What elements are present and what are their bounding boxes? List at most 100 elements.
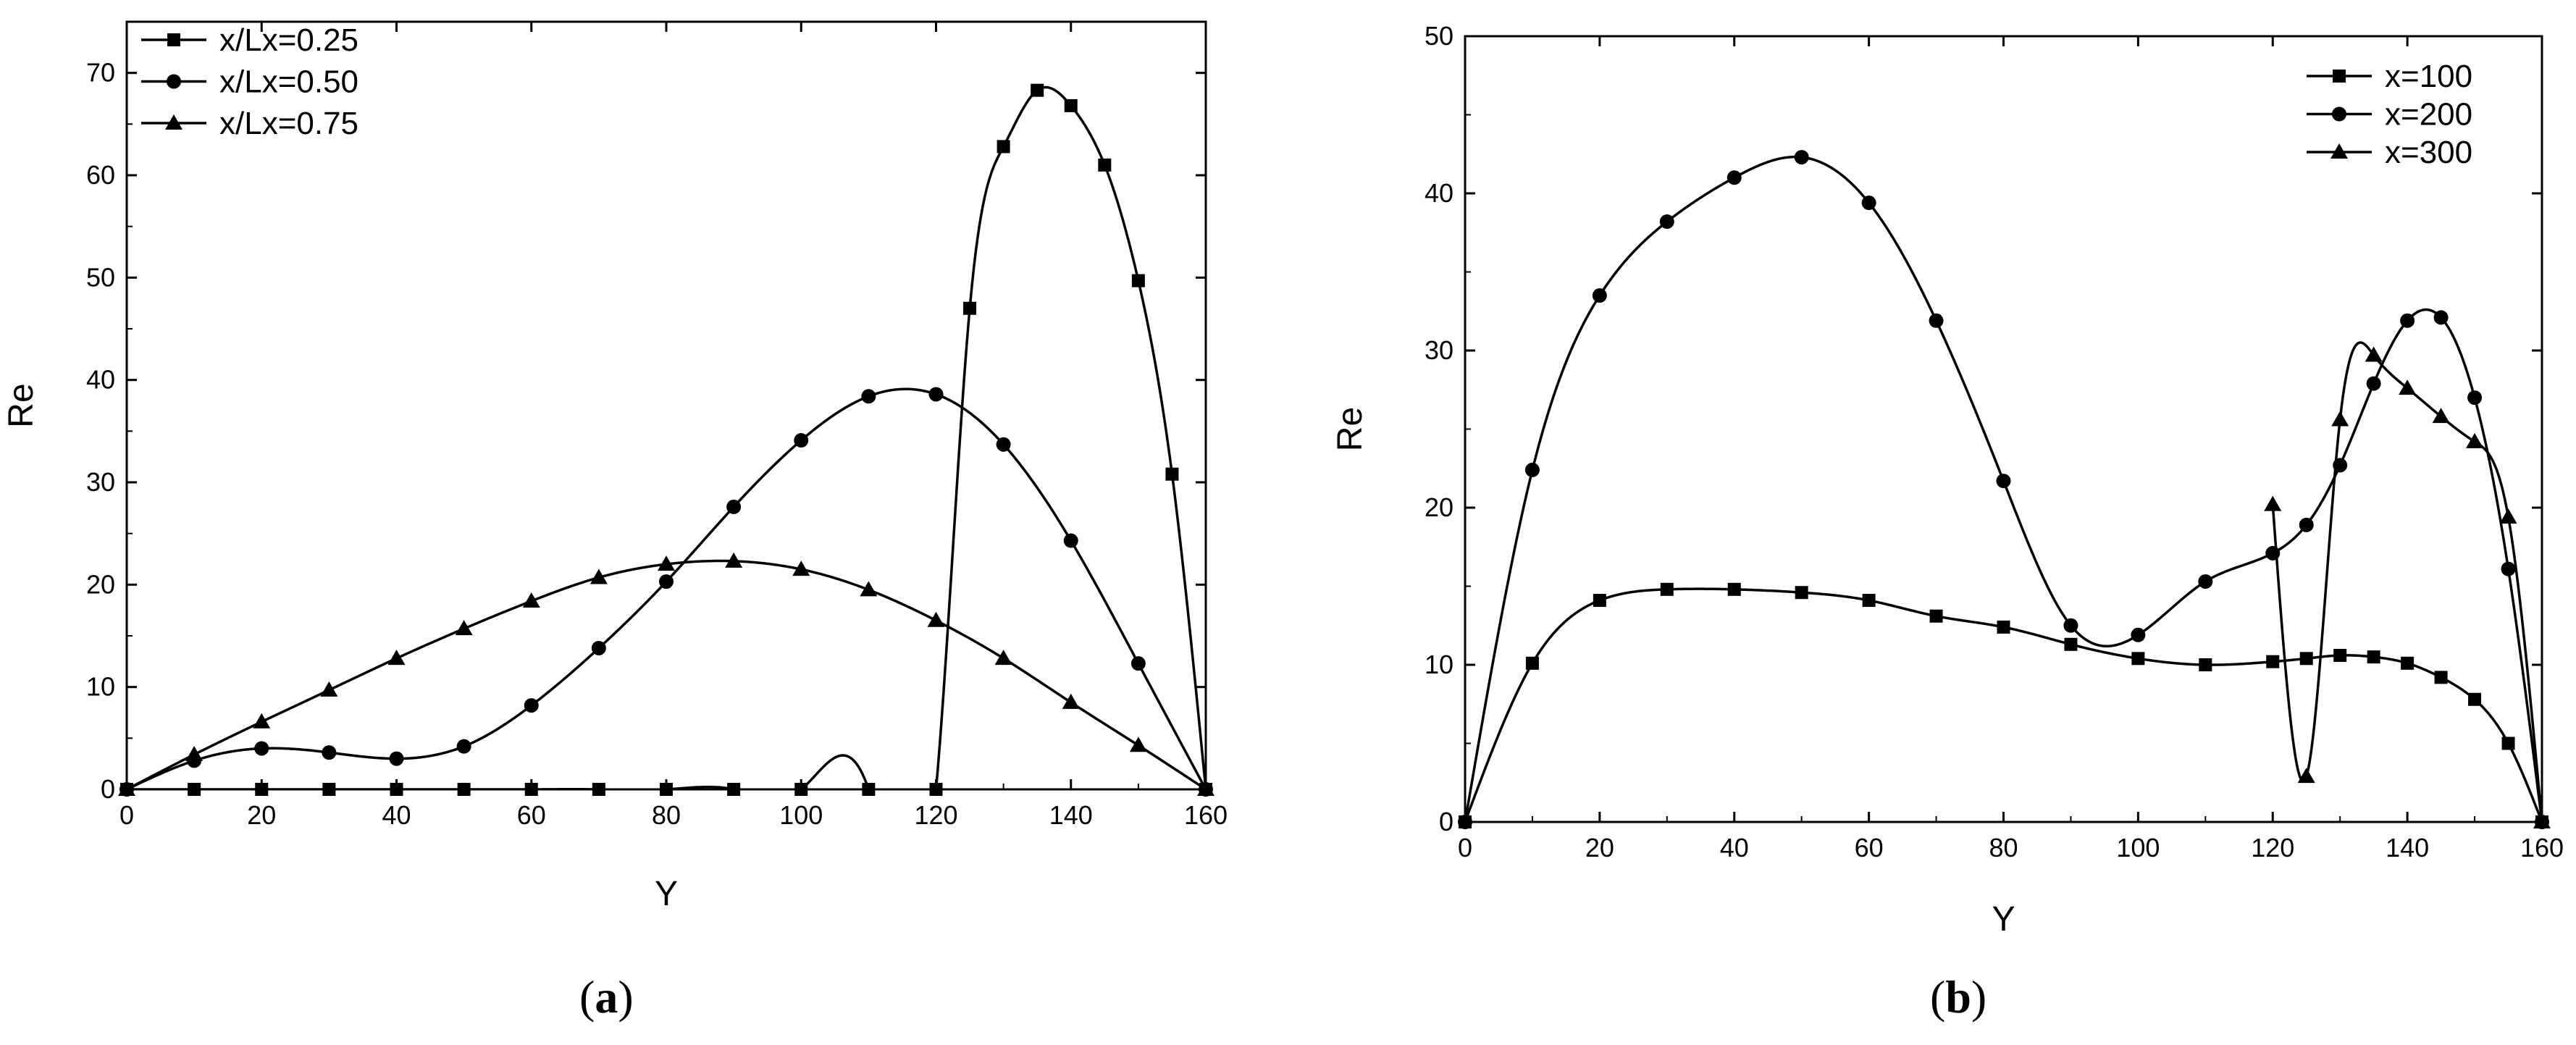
panel-a-y-tick-label: 20 xyxy=(86,569,115,599)
panel-b-data-point xyxy=(2401,656,2415,670)
panel-b-x-tick-label: 160 xyxy=(2520,833,2564,863)
panel-b-y-tick-label: 20 xyxy=(1425,492,1453,522)
panel-a-data-point xyxy=(794,433,809,448)
panel-b-data-point xyxy=(1929,313,1944,328)
panel-b-data-point xyxy=(1660,582,1674,596)
panel-a-series-3 xyxy=(118,552,1214,796)
panel-a-data-point xyxy=(862,783,876,796)
panel-a-x-tick-label: 40 xyxy=(382,800,411,830)
chart-panel-b: 0 20 40 60 80 100 120 140 160 0 10 20 30 40 50 Y Re x=100… xyxy=(1331,21,2564,939)
panel-b-data-point xyxy=(1727,582,1741,596)
panel-a-data-point xyxy=(660,783,673,796)
panel-a-y-tick-label: 50 xyxy=(86,262,115,292)
panel-b-legend-label: x=200 xyxy=(2385,97,2472,133)
panel-b-data-point xyxy=(2331,411,2349,427)
panel-b-x-tick-label: 140 xyxy=(2386,833,2429,863)
panel-b-y-tick-label: 0 xyxy=(1439,807,1453,836)
panel-label-b: (b) xyxy=(1930,971,1987,1023)
panel-a-data-point xyxy=(524,698,539,713)
panel-b-data-point xyxy=(2266,655,2280,668)
panel-b-data-point xyxy=(2501,736,2515,750)
panel-b-x-tick-label: 60 xyxy=(1855,833,1884,863)
panel-a-y-axis-title: Re xyxy=(2,383,41,427)
panel-label-a: (a) xyxy=(579,971,634,1023)
panel-a-x-axis-title: Y xyxy=(655,875,678,913)
panel-a-data-point xyxy=(1165,467,1179,481)
panel-a-y-tick-label: 40 xyxy=(86,365,115,395)
panel-b-data-point xyxy=(2432,408,2450,424)
panel-b-data-point xyxy=(2131,652,2145,666)
panel-a-legend-marker xyxy=(167,74,181,89)
panel-a-data-point xyxy=(792,561,810,576)
panel-a-y-tick-label: 60 xyxy=(86,160,115,190)
panel-a-data-point xyxy=(794,783,808,796)
panel-b-legend-marker xyxy=(2330,143,2348,159)
panel-b-x-tick-label: 0 xyxy=(1458,833,1472,863)
panel-b-data-point xyxy=(1524,462,1540,477)
panel-a-data-point xyxy=(254,741,269,756)
panel-a-data-point xyxy=(725,552,743,568)
panel-a-x-tick-label: 140 xyxy=(1049,800,1093,830)
panel-b-data-point xyxy=(2198,574,2213,589)
panel-b-data-point xyxy=(2399,379,2417,395)
panel-a-data-point xyxy=(253,713,271,729)
panel-b-y-tick-label: 50 xyxy=(1425,21,1453,51)
panel-a-x-tick-label: 100 xyxy=(779,800,823,830)
panel-a-data-point xyxy=(1062,693,1080,709)
panel-a-data-point xyxy=(726,499,742,514)
panel-b-data-point xyxy=(2299,517,2314,532)
panel-a-data-point xyxy=(320,681,338,697)
panel-a-data-point xyxy=(1131,274,1145,288)
panel-a-data-point xyxy=(929,783,943,796)
panel-b-x-tick-label: 100 xyxy=(2116,833,2160,863)
panel-b-data-point xyxy=(2366,376,2381,391)
panel-b-data-point xyxy=(1996,474,2011,489)
panel-a-series-1 xyxy=(120,83,1212,796)
panel-a-data-point xyxy=(590,568,608,584)
panel-a-legend: x/Lx=0.25 x/Lx=0.50 x/Lx=0.75 xyxy=(141,22,358,141)
panel-a-data-point xyxy=(389,751,404,766)
panel-b-data-point xyxy=(2434,671,2448,684)
panel-a-data-point xyxy=(1031,83,1044,97)
panel-a-data-point xyxy=(861,389,876,404)
panel-a-data-point xyxy=(390,783,403,796)
panel-b-data-point xyxy=(2063,618,2078,633)
panel-b-data-point xyxy=(1794,150,1809,165)
panel-b-data-point xyxy=(2297,768,2315,784)
panel-b-legend-marker xyxy=(2332,106,2346,122)
panel-a-x-tick-label: 0 xyxy=(119,800,134,830)
panel-b-data-point xyxy=(2064,637,2078,651)
panel-b-data-point xyxy=(2199,658,2212,671)
panel-b-data-point xyxy=(1795,586,1808,600)
panel-b-data-point xyxy=(2299,652,2313,666)
panel-b-y-tick-label: 40 xyxy=(1425,178,1453,208)
panel-a-data-point xyxy=(592,783,605,796)
panel-a-series-line xyxy=(127,559,1206,789)
panel-a-data-point xyxy=(188,783,201,796)
panel-b-data-point xyxy=(2466,432,2484,448)
panel-a-data-point xyxy=(1063,533,1078,548)
panel-b-data-point xyxy=(2433,310,2449,325)
panel-a-data-point xyxy=(322,783,336,796)
panel-b-data-point xyxy=(1659,214,1674,230)
panel-a-data-point xyxy=(455,620,473,636)
panel-a-series-line xyxy=(127,387,1206,789)
panel-a-legend-marker xyxy=(167,33,180,46)
panel-b-x-tick-label: 40 xyxy=(1720,833,1749,863)
panel-b-data-point xyxy=(1593,594,1606,608)
panel-b-legend-label: x=100 xyxy=(2385,59,2472,94)
panel-a-data-point xyxy=(255,783,269,796)
panel-b-data-point xyxy=(1592,288,1607,303)
panel-a-y-tick-label: 30 xyxy=(86,467,115,497)
panel-b-y-tick-label: 30 xyxy=(1425,335,1453,365)
panel-a-legend-label: x/Lx=0.50 xyxy=(219,64,358,100)
panel-b-data-point xyxy=(2367,650,2380,664)
panel-a-data-point xyxy=(524,783,538,796)
panel-a-y-tick-label: 0 xyxy=(101,774,115,804)
panel-a-x-tick-label: 20 xyxy=(247,800,276,830)
panel-a-data-point xyxy=(185,745,204,761)
panel-b-legend-label: x=300 xyxy=(2385,135,2472,170)
panel-b-data-point xyxy=(2467,390,2483,406)
panel-b-data-point xyxy=(2533,813,2551,828)
panel-a-data-point xyxy=(927,611,945,627)
